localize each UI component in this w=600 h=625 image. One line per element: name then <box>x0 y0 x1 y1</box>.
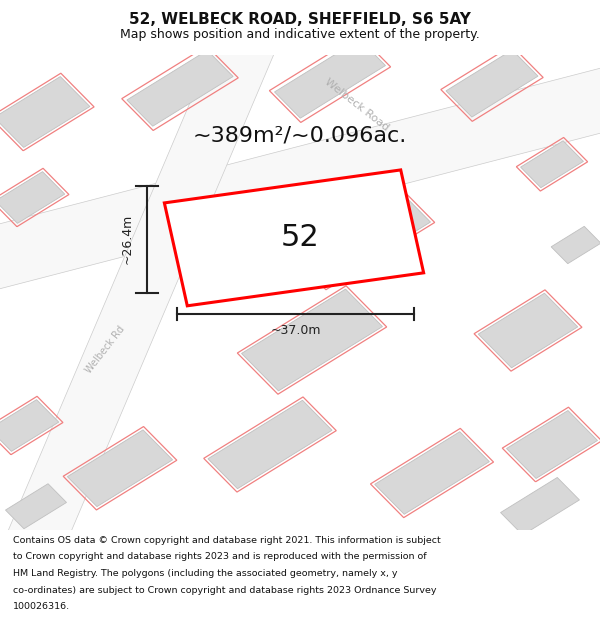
Polygon shape <box>0 172 65 223</box>
Polygon shape <box>551 226 600 264</box>
Text: ~389m²/~0.096ac.: ~389m²/~0.096ac. <box>193 126 407 146</box>
Text: Welbeck Road: Welbeck Road <box>323 77 391 133</box>
Text: 52: 52 <box>281 223 319 253</box>
Polygon shape <box>127 50 233 126</box>
Text: ~37.0m: ~37.0m <box>270 324 321 338</box>
Text: Contains OS data © Crown copyright and database right 2021. This information is : Contains OS data © Crown copyright and d… <box>13 536 441 545</box>
Text: Map shows position and indicative extent of the property.: Map shows position and indicative extent… <box>120 28 480 41</box>
Text: to Crown copyright and database rights 2023 and is reproduced with the permissio: to Crown copyright and database rights 2… <box>13 552 427 561</box>
Text: HM Land Registry. The polygons (including the associated geometry, namely x, y: HM Land Registry. The polygons (includin… <box>13 569 398 578</box>
Text: 52, WELBECK ROAD, SHEFFIELD, S6 5AY: 52, WELBECK ROAD, SHEFFIELD, S6 5AY <box>129 12 471 27</box>
Text: co-ordinates) are subject to Crown copyright and database rights 2023 Ordnance S: co-ordinates) are subject to Crown copyr… <box>13 586 437 594</box>
Text: 100026316.: 100026316. <box>13 602 70 611</box>
Polygon shape <box>506 411 598 479</box>
Polygon shape <box>374 432 490 514</box>
Polygon shape <box>0 64 600 293</box>
Polygon shape <box>67 430 173 507</box>
Polygon shape <box>478 293 578 368</box>
Polygon shape <box>164 170 424 306</box>
Polygon shape <box>275 39 385 118</box>
Polygon shape <box>0 399 59 451</box>
Polygon shape <box>0 76 90 148</box>
Polygon shape <box>5 484 67 529</box>
Polygon shape <box>208 400 332 489</box>
Polygon shape <box>290 184 430 286</box>
Polygon shape <box>2 24 280 561</box>
Polygon shape <box>500 478 580 535</box>
Polygon shape <box>521 141 583 188</box>
Polygon shape <box>242 289 382 391</box>
Text: Welbeck Rd: Welbeck Rd <box>83 324 127 375</box>
Polygon shape <box>446 50 538 117</box>
Text: ~26.4m: ~26.4m <box>120 214 133 264</box>
